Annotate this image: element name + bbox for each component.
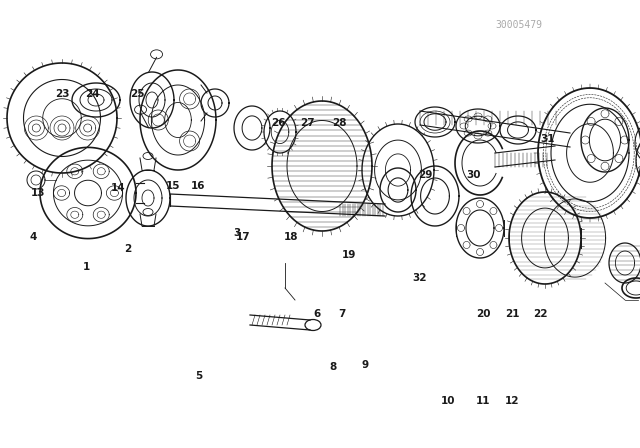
- Text: 22: 22: [534, 309, 548, 319]
- Text: 29: 29: [419, 170, 433, 180]
- Text: 27: 27: [300, 118, 314, 128]
- Text: 9: 9: [361, 360, 369, 370]
- Text: 1: 1: [83, 262, 90, 271]
- Text: 18: 18: [284, 233, 298, 242]
- Text: 28: 28: [332, 118, 346, 128]
- Text: 8: 8: [329, 362, 337, 372]
- Text: 31: 31: [540, 134, 554, 144]
- Text: 3: 3: [233, 228, 241, 238]
- Text: 15: 15: [166, 181, 180, 191]
- Text: 10: 10: [441, 396, 455, 406]
- Text: 4: 4: [29, 233, 37, 242]
- Text: 26: 26: [271, 118, 285, 128]
- Text: 12: 12: [505, 396, 519, 406]
- Text: 17: 17: [236, 233, 250, 242]
- Text: 19: 19: [342, 250, 356, 260]
- Text: 24: 24: [86, 89, 100, 99]
- Text: 21: 21: [505, 309, 519, 319]
- Text: 7: 7: [339, 309, 346, 319]
- Text: 20: 20: [476, 309, 490, 319]
- Text: 25: 25: [131, 89, 145, 99]
- Text: 11: 11: [476, 396, 490, 406]
- Text: 2: 2: [124, 244, 132, 254]
- Text: 13: 13: [31, 188, 45, 198]
- Text: 23: 23: [55, 89, 69, 99]
- Text: 30: 30: [467, 170, 481, 180]
- Text: 16: 16: [191, 181, 205, 191]
- Text: 30005479: 30005479: [495, 20, 542, 30]
- Text: 14: 14: [111, 183, 125, 193]
- Text: 6: 6: [313, 309, 321, 319]
- Text: 32: 32: [412, 273, 426, 283]
- Text: 5: 5: [195, 371, 202, 381]
